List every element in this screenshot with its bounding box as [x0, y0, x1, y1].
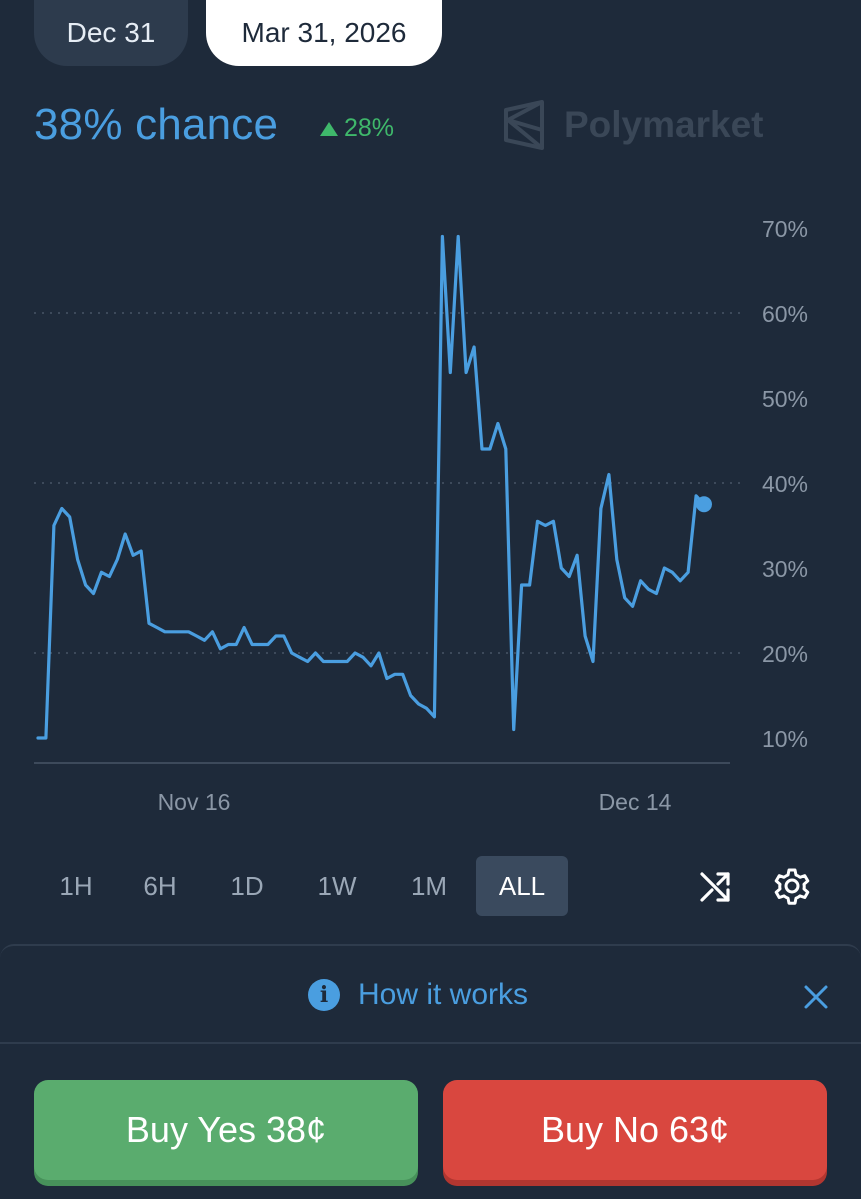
how-it-works-label: How it works	[358, 978, 529, 1011]
brand-logo: Polymarket	[502, 100, 764, 150]
y-tick-label: 50%	[762, 386, 808, 412]
range-1m[interactable]: 1M	[410, 870, 448, 901]
range-all[interactable]: ALL	[476, 856, 568, 916]
chance-delta: 28%	[320, 114, 394, 143]
range-1d[interactable]: 1D	[230, 870, 264, 901]
chance-delta-value: 28%	[344, 114, 395, 142]
gear-icon[interactable]	[772, 866, 812, 906]
price-chart[interactable]: 70% 60% 50% 40% 30% 20% 10% Nov 16 Dec 14	[0, 170, 861, 820]
time-range-selector: 1H 6H 1D 1W 1M ALL	[34, 856, 568, 916]
y-tick-label: 20%	[762, 641, 808, 667]
y-tick-label: 10%	[762, 726, 808, 752]
date-tabs: Dec 31 Mar 31, 2026	[34, 0, 442, 66]
date-tab-dec-31[interactable]: Dec 31	[34, 0, 188, 66]
buy-no-button[interactable]: Buy No 63¢	[443, 1080, 827, 1180]
brand-name: Polymarket	[564, 104, 764, 145]
how-it-works-panel: i How it works	[0, 944, 861, 1044]
chance-value: 38% chance	[34, 100, 279, 149]
current-price-dot	[696, 496, 712, 513]
polymarket-logo-icon	[504, 100, 544, 150]
x-tick-label: Dec 14	[599, 789, 672, 815]
y-tick-label: 40%	[762, 471, 808, 497]
range-6h[interactable]: 6H	[143, 870, 177, 901]
y-tick-label: 60%	[762, 301, 808, 327]
date-tab-mar-31-2026[interactable]: Mar 31, 2026	[206, 0, 442, 66]
how-it-works-link[interactable]: i How it works	[308, 978, 528, 1012]
y-tick-label: 70%	[762, 216, 808, 242]
range-1w[interactable]: 1W	[317, 870, 357, 901]
info-icon: i	[308, 979, 340, 1011]
price-series-line	[36, 234, 706, 740]
shuffle-icon[interactable]	[696, 866, 736, 906]
close-icon[interactable]	[803, 984, 829, 1010]
range-1h[interactable]: 1H	[59, 870, 93, 901]
price-chart-svg[interactable]: 70% 60% 50% 40% 30% 20% 10% Nov 16 Dec 14	[0, 170, 861, 820]
buy-yes-button[interactable]: Buy Yes 38¢	[34, 1080, 418, 1180]
x-tick-label: Nov 16	[158, 789, 231, 815]
triangle-up-icon	[320, 121, 338, 136]
y-tick-label: 30%	[762, 556, 808, 582]
